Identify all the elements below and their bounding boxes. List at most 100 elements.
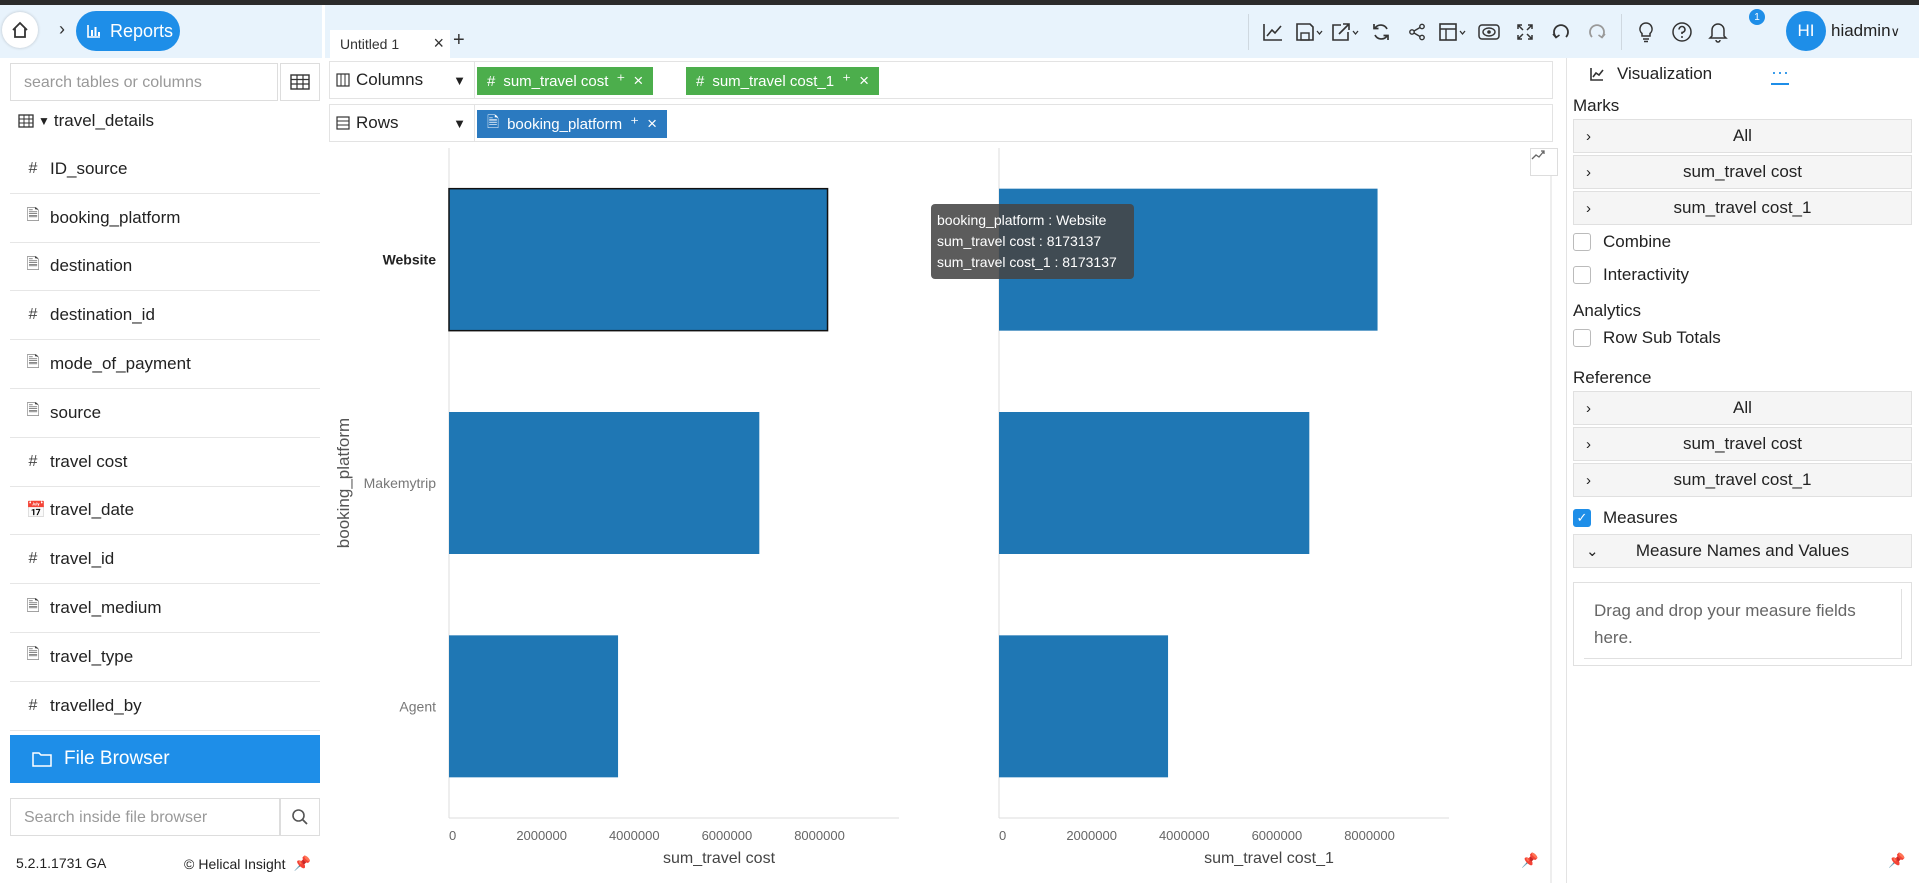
accordion-label: All [1733,126,1752,145]
interactivity-checkbox[interactable]: Interactivity [1573,265,1689,285]
more-options-tab[interactable]: ··· [1771,62,1789,85]
reports-breadcrumb[interactable]: Reports [76,11,180,51]
notifications-button[interactable] [1700,14,1736,50]
measure-drop-zone[interactable]: Drag and drop your measure fields here. [1573,582,1912,666]
plus-icon[interactable]: ⁺ [616,71,626,90]
checkbox-box-checked[interactable]: ✓ [1573,509,1591,527]
refresh-button[interactable] [1363,14,1399,50]
row-pill[interactable]: 🗎 booking_platform ⁺ × [477,110,668,138]
measure-names-accordion[interactable]: ⌄ Measure Names and Values [1573,534,1912,568]
bar-chart[interactable]: booking_platform Website Makemytrip Agent 0 2… [329,148,1553,883]
undo-button[interactable] [1543,14,1579,50]
search-tables-input[interactable]: search tables or columns [10,63,278,101]
trend-line-button[interactable] [1530,148,1558,176]
pill-label: booking_platform [507,115,623,133]
pill-label: sum_travel cost [503,72,609,90]
column-pill[interactable]: # sum_travel cost ⁺ × [477,67,654,95]
field-item[interactable]: 🗎 travel_type [10,633,320,682]
row-subtotals-checkbox[interactable]: Row Sub Totals [1573,328,1721,348]
field-item[interactable]: 🗎 source [10,389,320,438]
x-tick-label: 0 [999,828,1006,843]
redo-button[interactable] [1579,14,1615,50]
table-node-travel-details[interactable]: ▼ travel_details [18,109,154,133]
pin-icon[interactable]: 📌 [1521,852,1539,868]
home-button[interactable] [2,12,38,48]
marks-item-sum-travel-cost[interactable]: › sum_travel cost [1573,155,1912,189]
checkbox-box[interactable] [1573,266,1591,284]
field-item[interactable]: 🗎 booking_platform [10,194,320,243]
x-axis-title: sum_travel cost [663,850,776,867]
field-item[interactable]: 🗎 travel_medium [10,584,320,633]
column-pill[interactable]: # sum_travel cost_1 ⁺ × [686,67,879,95]
line-chart-button[interactable] [1255,14,1291,50]
close-icon[interactable]: × [859,71,869,90]
reference-item-sum-travel-cost[interactable]: › sum_travel cost [1573,427,1912,461]
field-item[interactable]: # destination_id [10,291,320,341]
export-button[interactable] [1327,14,1363,50]
x-tick-label: 8000000 [794,828,845,843]
measure-hash-icon: # [696,72,705,90]
file-browser-button[interactable]: File Browser [10,735,320,783]
x-tick-label: 2000000 [516,828,567,843]
marks-item-sum-travel-cost-1[interactable]: › sum_travel cost_1 [1573,191,1912,225]
reference-item-all[interactable]: › All [1573,391,1912,425]
layout-button[interactable] [1435,14,1471,50]
field-type-icon: 🗎 [26,646,40,664]
report-tab[interactable]: Untitled 1 × [330,30,450,58]
field-list: # ID_source 🗎 booking_platform 🗎 destinatio… [10,145,320,731]
expand-icon [1517,23,1533,40]
field-label: travelled_by [50,695,142,715]
share-button[interactable] [1399,14,1435,50]
file-browser-search-input[interactable]: Search inside file browser [10,798,280,836]
help-button[interactable] [1664,14,1700,50]
field-item[interactable]: # travel_id [10,535,320,585]
rows-shelf-label[interactable]: Rows ▼ [330,105,475,141]
pin-icon[interactable]: 📌 [293,855,311,871]
field-label: travel_type [50,646,134,666]
field-item[interactable]: # travelled_by [10,682,320,731]
field-type-icon: 🗎 [26,353,40,371]
file-search-button[interactable] [280,798,320,836]
brand-label: © Helical Insight 📌 [184,855,311,872]
accordion-label: Measure Names and Values [1635,541,1850,560]
columns-shelf[interactable]: Columns ▼ # sum_travel cost ⁺ × # sum_tr… [329,61,1553,99]
tab-visualization[interactable]: Visualization [1589,64,1712,84]
avatar[interactable]: HI [1786,11,1826,51]
fullscreen-button[interactable] [1507,14,1543,50]
reference-item-sum-travel-cost-1[interactable]: › sum_travel cost_1 [1573,463,1912,497]
field-item[interactable]: # travel cost [10,438,320,487]
close-tab-icon[interactable]: × [433,33,444,53]
plus-icon[interactable]: ⁺ [630,114,640,133]
marks-item-all[interactable]: › All [1573,119,1912,153]
field-item[interactable]: 📅 travel_date [10,487,320,536]
combine-checkbox[interactable]: Combine [1573,232,1671,252]
top-toolbar: Untitled 1 × + 1 HI hiadmin∨ [325,5,1919,58]
share-icon [1409,23,1425,40]
measures-checkbox[interactable]: ✓ Measures [1573,508,1678,528]
preview-button[interactable] [1471,14,1507,50]
user-menu[interactable]: hiadmin∨ [1831,21,1900,41]
checkbox-box[interactable] [1573,329,1591,347]
tips-button[interactable] [1628,14,1664,50]
marks-title: Marks [1573,96,1620,115]
nav-bar: › Reports [0,5,322,58]
bar [449,412,760,554]
field-item[interactable]: 🗎 destination [10,243,320,292]
columns-shelf-label[interactable]: Columns ▼ [330,62,475,98]
table-view-button[interactable] [280,63,320,101]
username-label: hiadmin [1831,21,1891,40]
field-item[interactable]: # ID_source [10,145,320,194]
close-icon[interactable]: × [647,114,658,133]
add-tab-button[interactable]: + [453,29,465,51]
rows-shelf[interactable]: Rows ▼ 🗎 booking_platform ⁺ × [329,104,1553,142]
close-icon[interactable]: × [633,71,644,90]
accordion-label: All [1733,398,1752,417]
save-button[interactable] [1291,14,1327,50]
plus-icon[interactable]: ⁺ [842,71,852,90]
field-item[interactable]: 🗎 mode_of_payment [10,340,320,389]
field-type-icon: # [28,306,38,324]
pin-icon[interactable]: 📌 [1888,852,1906,868]
chevron-down-icon: ∨ [1890,24,1901,39]
field-type-icon: 🗎 [26,597,40,615]
checkbox-box[interactable] [1573,233,1591,251]
